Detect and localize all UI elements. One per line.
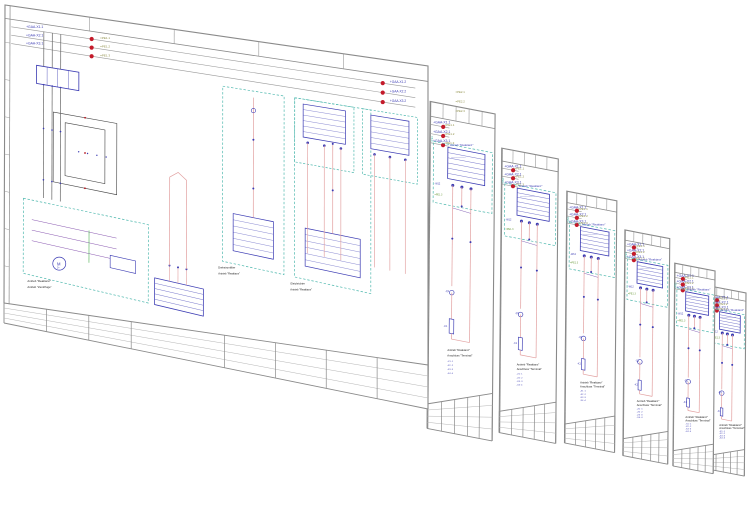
svg-text:=PE1.3: =PE1.3	[677, 319, 686, 322]
svg-text:=PE1.3: =PE1.3	[100, 53, 110, 57]
svg-text:Antrieb "Reaktanz": Antrieb "Reaktanz"	[517, 362, 540, 366]
svg-text:+GAA-X3.1: +GAA-X3.1	[26, 42, 43, 46]
svg-text:Anschluss "Terminal": Anschluss "Terminal"	[719, 426, 744, 430]
svg-text:Antrieb "Reaktanz": Antrieb "Reaktanz"	[27, 279, 50, 283]
svg-text:Antrieb "Reaktanz": Antrieb "Reaktanz"	[218, 271, 240, 275]
svg-text:+GAA-X1.1: +GAA-X1.1	[26, 25, 43, 29]
svg-text:-X1 :1: -X1 :1	[447, 361, 454, 363]
svg-text:=PE1.3: =PE1.3	[506, 228, 515, 231]
svg-text:___________: ___________	[638, 266, 654, 269]
svg-text:-X4 :4: -X4 :4	[517, 384, 524, 386]
svg-text:=PE1.2: =PE1.2	[578, 214, 588, 218]
svg-text:-W12: -W12	[435, 182, 441, 185]
svg-text:Anschluss "Terminal": Anschluss "Terminal"	[580, 385, 605, 389]
svg-text:-X3 :3: -X3 :3	[580, 397, 587, 399]
svg-text:___________: ___________	[582, 232, 598, 235]
svg-text:Antrieb "Reaktanz": Antrieb "Reaktanz"	[450, 143, 473, 147]
svg-text:+GAA-X2.1: +GAA-X2.1	[26, 33, 43, 37]
svg-text:Anschluss "Terminal": Anschluss "Terminal"	[517, 367, 542, 371]
svg-text:=PE1.2: =PE1.2	[514, 174, 524, 178]
svg-text:Antrieb "Reaktanz": Antrieb "Reaktanz"	[582, 222, 605, 226]
svg-text:+GAA-X2.2: +GAA-X2.2	[390, 89, 406, 93]
svg-text:___________: ___________	[687, 296, 703, 299]
svg-text:Antrieb "Reaktanz": Antrieb "Reaktanz"	[685, 415, 708, 419]
svg-text:Gleichrichter: Gleichrichter	[290, 281, 305, 285]
svg-text:Antrieb "Zentrifuge": Antrieb "Zentrifuge"	[27, 285, 51, 289]
svg-text:-X4 :4: -X4 :4	[719, 438, 726, 440]
svg-text:Antrieb "Reaktanz": Antrieb "Reaktanz"	[639, 258, 662, 262]
svg-text:-X3 :3: -X3 :3	[637, 414, 644, 416]
svg-text:=PE1.2: =PE1.2	[100, 45, 110, 49]
svg-text:-X2 :2: -X2 :2	[637, 411, 644, 413]
svg-text:Anschluss "Terminal": Anschluss "Terminal"	[637, 403, 662, 407]
svg-text:___________: ___________	[450, 155, 466, 158]
svg-text:=PE1.2: =PE1.2	[444, 132, 454, 136]
svg-text:Antrieb "Reaktanz": Antrieb "Reaktanz"	[519, 184, 542, 188]
svg-text:-X1 :1: -X1 :1	[580, 391, 587, 393]
svg-text:+GAA-X3.2: +GAA-X3.2	[390, 99, 406, 103]
svg-text:=PE1.1: =PE1.1	[635, 244, 645, 248]
svg-text:Antrieb "Reaktanz": Antrieb "Reaktanz"	[721, 308, 744, 312]
svg-text:Drehstromfilter: Drehstromfilter	[218, 265, 235, 269]
svg-text:=PE1: =PE1	[624, 251, 628, 258]
svg-text:-X3 :3: -X3 :3	[517, 381, 524, 383]
svg-text:Anschluss "Terminal": Anschluss "Terminal"	[447, 354, 472, 358]
svg-text:-X4 :4: -X4 :4	[580, 400, 587, 402]
svg-text:-X4 :4: -X4 :4	[447, 373, 454, 375]
svg-text:=PE1.1: =PE1.1	[514, 166, 524, 170]
svg-text:-W12: -W12	[628, 285, 634, 288]
svg-text:-W12: -W12	[506, 218, 512, 221]
svg-text:=PE1: =PE1	[566, 216, 570, 223]
svg-text:=PE1.3: =PE1.3	[434, 193, 443, 196]
svg-text:=PE1.3: =PE1.3	[570, 261, 579, 264]
svg-text:-X4 :4: -X4 :4	[685, 431, 692, 433]
svg-text:-X1 :1: -X1 :1	[517, 374, 524, 376]
svg-text:-X2 :2: -X2 :2	[580, 394, 587, 396]
svg-text:-W12: -W12	[570, 253, 576, 256]
svg-text:=PE2.1: =PE2.1	[456, 90, 466, 94]
svg-text:-W12: -W12	[678, 313, 684, 316]
svg-text:=PE1: =PE1	[673, 282, 677, 289]
svg-text:=PE1.1: =PE1.1	[445, 123, 455, 127]
svg-text:-X3 :3: -X3 :3	[447, 369, 454, 371]
svg-text:-X2 :2: -X2 :2	[447, 365, 454, 367]
svg-text:=PE1.1: =PE1.1	[578, 207, 588, 211]
svg-text:=PE1: =PE1	[430, 136, 434, 143]
svg-text:___________: ___________	[519, 195, 535, 198]
svg-text:=PE1.1: =PE1.1	[100, 36, 110, 40]
svg-text:=PE1: =PE1	[501, 177, 505, 184]
svg-text:___________: ___________	[720, 315, 736, 318]
svg-text:+GAA-X1.2: +GAA-X1.2	[390, 80, 406, 84]
svg-text:=PE1.3: =PE1.3	[628, 293, 637, 296]
svg-text:-X1 :1: -X1 :1	[637, 409, 644, 411]
svg-text:Antrieb "Reaktanz": Antrieb "Reaktanz"	[447, 348, 470, 352]
svg-text:Antrieb "Reaktanz": Antrieb "Reaktanz"	[637, 399, 660, 403]
svg-text:-X2 :2: -X2 :2	[517, 377, 524, 379]
svg-text:-X4 :4: -X4 :4	[637, 417, 644, 419]
svg-text:=PE1.2: =PE1.2	[635, 250, 645, 254]
svg-text:Antrieb "Reaktanz": Antrieb "Reaktanz"	[290, 287, 312, 291]
svg-text:Antrieb "Reaktanz": Antrieb "Reaktanz"	[687, 288, 710, 292]
svg-text:=PE2.3: =PE2.3	[456, 109, 466, 113]
svg-text:Antrieb "Reaktanz": Antrieb "Reaktanz"	[580, 380, 603, 384]
svg-text:=PE2.2: =PE2.2	[456, 99, 466, 103]
svg-text:Anschluss "Terminal": Anschluss "Terminal"	[685, 418, 710, 422]
